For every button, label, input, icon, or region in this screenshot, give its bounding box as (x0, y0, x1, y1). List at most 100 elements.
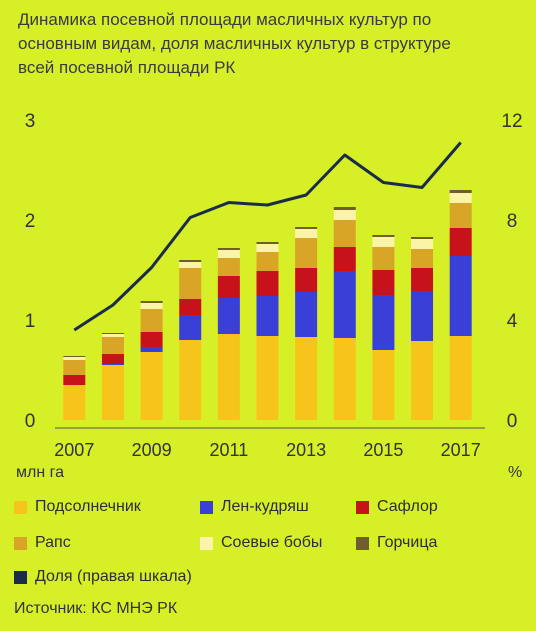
bar-segment (411, 341, 434, 420)
bar-segment (101, 364, 124, 365)
bar-segment (217, 276, 240, 298)
bar-segment (295, 227, 318, 229)
bar-segment (449, 256, 472, 336)
bar-segment (179, 299, 202, 315)
legend-swatch (356, 500, 369, 514)
bar-segment (295, 337, 318, 420)
title-line-3: всей посевной площади РК (18, 58, 236, 77)
source-note: Источник: КС МНЭ РК (14, 600, 178, 617)
x-tick-label: 2009 (132, 440, 172, 460)
right-tick-label: 12 (501, 111, 522, 132)
x-tick-label: 2007 (54, 440, 94, 460)
right-axis-unit: % (508, 464, 523, 481)
bar-segment (295, 229, 318, 238)
left-tick-label: 0 (25, 411, 36, 432)
bar-segment (256, 271, 279, 296)
bar-segment (140, 309, 163, 332)
bar-segment (140, 301, 163, 303)
bar-segment (101, 333, 124, 334)
legend-label: Доля (правая шкала) (35, 568, 192, 585)
legend-swatch (14, 570, 27, 584)
x-tick-label: 2013 (286, 440, 326, 460)
bar-segment (295, 292, 318, 337)
x-tick-label: 2017 (441, 440, 481, 460)
bar-segment (372, 295, 395, 350)
bar-segment (333, 207, 356, 210)
right-tick-label: 8 (507, 211, 518, 232)
bar-segment (256, 252, 279, 271)
legend-item-mustard: Горчица (356, 534, 437, 552)
legend-item-sunflower: Подсолнечник (14, 498, 141, 516)
bar-segment (256, 336, 279, 420)
bar-segment (372, 237, 395, 247)
bar-segment (411, 291, 434, 341)
legend-swatch (356, 536, 369, 550)
bar-segment (411, 239, 434, 249)
bar-segment (140, 347, 163, 352)
bar-segment (179, 340, 202, 420)
legend-label: Соевые бобы (221, 534, 323, 551)
legend-swatch (200, 500, 213, 514)
bar-segment (411, 249, 434, 268)
x-tick-label: 2011 (210, 440, 249, 460)
bar-segment (256, 296, 279, 336)
bar-segment (101, 354, 124, 364)
bar-segment (101, 365, 124, 420)
bar-segment (333, 271, 356, 338)
bar-segment (411, 237, 434, 239)
left-tick-label: 1 (25, 311, 36, 332)
bar-segment (179, 268, 202, 299)
bar-segment (217, 258, 240, 276)
bar-segment (333, 247, 356, 271)
bar-segment (101, 337, 124, 354)
bar-segment (101, 334, 124, 337)
bar-segment (333, 220, 356, 247)
bar-segment (449, 228, 472, 256)
bar-segment (372, 247, 395, 270)
legend-swatch (14, 536, 27, 550)
bar-segment (179, 260, 202, 262)
bar-segment (449, 193, 472, 203)
legend-swatch (14, 500, 27, 514)
bar-segment (372, 270, 395, 295)
legend-item-safflower: Сафлор (356, 498, 438, 516)
legend-label: Сафлор (377, 498, 438, 515)
bar-segment (449, 190, 472, 193)
bar-segment (63, 385, 86, 420)
legend-swatch (200, 536, 213, 550)
title-line-1: Динамика посевной площади масличных куль… (18, 10, 432, 29)
bar-segment (449, 336, 472, 420)
legend-item-rapeseed: Рапс (14, 534, 71, 552)
bar-segment (256, 244, 279, 252)
title-line-2: основным видам, доля масличных культур в… (18, 34, 451, 53)
bar-segment (179, 262, 202, 268)
bar-segment (140, 352, 163, 420)
right-tick-label: 0 (507, 411, 518, 432)
bar-segment (63, 360, 86, 375)
bar-segment (140, 303, 163, 309)
bar-segment (217, 334, 240, 420)
bar-segment (179, 315, 202, 340)
bar-segment (295, 268, 318, 292)
legend-item-camelina: Лен-кудряш (200, 498, 309, 516)
bar-segment (140, 332, 163, 347)
bar-segment (256, 242, 279, 244)
left-axis-unit: млн га (16, 464, 64, 481)
left-tick-label: 3 (25, 111, 36, 132)
bar-segment (63, 375, 86, 385)
legend-item-share: Доля (правая шкала) (14, 568, 192, 586)
legend-label: Горчица (377, 534, 438, 551)
legend-item-soybeans: Соевые бобы (200, 534, 322, 552)
bar-segment (217, 298, 240, 334)
bar-segment (217, 248, 240, 250)
right-tick-label: 4 (507, 311, 518, 332)
bar-segment (217, 250, 240, 258)
bar-segment (449, 203, 472, 228)
left-tick-label: 2 (25, 211, 36, 232)
legend-label: Лен-кудряш (221, 498, 309, 515)
bar-segment (63, 356, 86, 357)
bar-segment (411, 268, 434, 291)
bar-segment (372, 350, 395, 420)
bar-segment (333, 210, 356, 220)
